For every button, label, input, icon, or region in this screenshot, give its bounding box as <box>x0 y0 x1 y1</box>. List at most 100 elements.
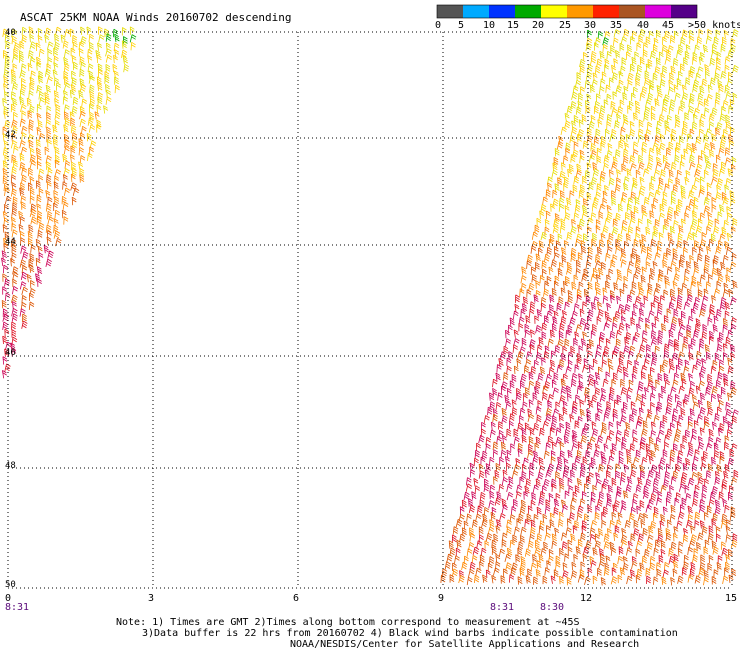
wind-barb <box>468 498 474 507</box>
wind-barb <box>693 196 699 206</box>
wind-barb <box>469 533 476 542</box>
wind-barb <box>638 119 644 128</box>
wind-barb <box>551 379 557 388</box>
wind-barb <box>635 169 641 179</box>
wind-barb <box>62 153 68 163</box>
wind-barb <box>594 260 602 269</box>
wind-barb <box>472 546 480 555</box>
wind-barb <box>591 421 597 430</box>
wind-barb <box>692 302 699 311</box>
wind-barb <box>571 219 577 228</box>
wind-barb <box>694 575 701 584</box>
wind-barb <box>626 455 632 465</box>
wind-barb <box>12 278 17 288</box>
wind-barb <box>558 330 564 340</box>
wind-barb <box>640 519 646 529</box>
wind-barb <box>650 337 658 346</box>
wind-barb <box>699 119 705 128</box>
wind-barb <box>533 294 539 303</box>
wind-barb <box>558 296 564 305</box>
wind-barb <box>571 401 578 410</box>
wind-barb <box>524 485 530 495</box>
wind-barb <box>701 232 707 241</box>
wind-barb <box>485 443 491 452</box>
wind-barb <box>590 560 597 569</box>
wind-barb <box>513 365 519 375</box>
wind-barb <box>471 555 478 564</box>
wind-barb <box>527 413 535 422</box>
wind-barb <box>640 274 646 284</box>
wind-barb <box>520 526 527 536</box>
wind-barb <box>505 462 511 472</box>
wind-barb <box>703 98 709 107</box>
wind-barb <box>532 484 540 493</box>
wind-barb <box>559 511 564 520</box>
wind-barb <box>29 147 35 157</box>
wind-barb <box>591 394 598 404</box>
wind-barb <box>576 163 582 173</box>
wind-barb <box>676 400 683 409</box>
wind-barb <box>708 525 714 534</box>
wind-barb <box>600 78 606 87</box>
wind-barb <box>654 218 660 228</box>
wind-barb <box>491 507 497 516</box>
wind-barb <box>729 512 736 521</box>
wind-barb <box>667 519 672 528</box>
colorbar-swatch <box>619 5 645 18</box>
wind-barb <box>680 443 686 453</box>
wind-barb <box>645 323 650 332</box>
wind-barb <box>642 490 650 500</box>
wind-barb <box>557 456 563 466</box>
wind-barb <box>678 541 684 550</box>
wind-barb <box>545 373 553 383</box>
wind-barb <box>724 240 730 250</box>
wind-barb <box>597 401 602 411</box>
wind-barb <box>680 100 686 109</box>
wind-barb <box>53 47 59 57</box>
wind-barb <box>689 408 695 417</box>
wind-barb <box>686 330 692 339</box>
wind-barb <box>713 450 720 459</box>
wind-barb <box>674 154 680 164</box>
colorbar-label-45: 45 <box>662 20 675 31</box>
wind-barb <box>61 195 67 205</box>
wind-barb <box>694 168 701 178</box>
wind-barb <box>519 346 526 355</box>
lat-label-46: 46 <box>5 348 16 358</box>
wind-barb <box>633 205 639 215</box>
wind-barb <box>656 562 662 571</box>
wind-barb <box>672 252 679 262</box>
wind-barb <box>44 92 50 101</box>
wind-barb <box>631 373 637 382</box>
wind-barb <box>505 456 510 465</box>
wind-barb <box>640 470 646 480</box>
wind-barb <box>557 233 563 242</box>
wind-barb <box>721 386 726 396</box>
wind-barb <box>633 239 639 248</box>
wind-barb <box>529 344 535 354</box>
wind-barb <box>711 486 718 495</box>
wind-barb <box>503 372 509 381</box>
wind-barb <box>616 394 622 404</box>
wind-barb <box>477 505 483 514</box>
wind-barb <box>608 364 614 373</box>
wind-barb <box>549 233 555 243</box>
wind-barb <box>560 287 566 296</box>
wind-barb <box>596 183 602 192</box>
wind-barb <box>504 553 512 563</box>
wind-barb <box>11 229 18 238</box>
lon-label-6: 6 <box>293 593 300 604</box>
wind-barb <box>635 574 641 584</box>
wind-barb <box>605 253 611 262</box>
wind-barb <box>668 555 676 564</box>
wind-barb <box>78 90 84 99</box>
wind-barb <box>697 100 704 109</box>
wind-barb <box>71 105 78 115</box>
wind-barb <box>715 526 721 535</box>
wind-barb <box>63 104 70 113</box>
wind-barb <box>609 520 615 529</box>
wind-barb <box>670 422 675 431</box>
wind-barb <box>538 457 544 466</box>
wind-barb <box>559 575 565 585</box>
wind-barb <box>568 163 574 173</box>
